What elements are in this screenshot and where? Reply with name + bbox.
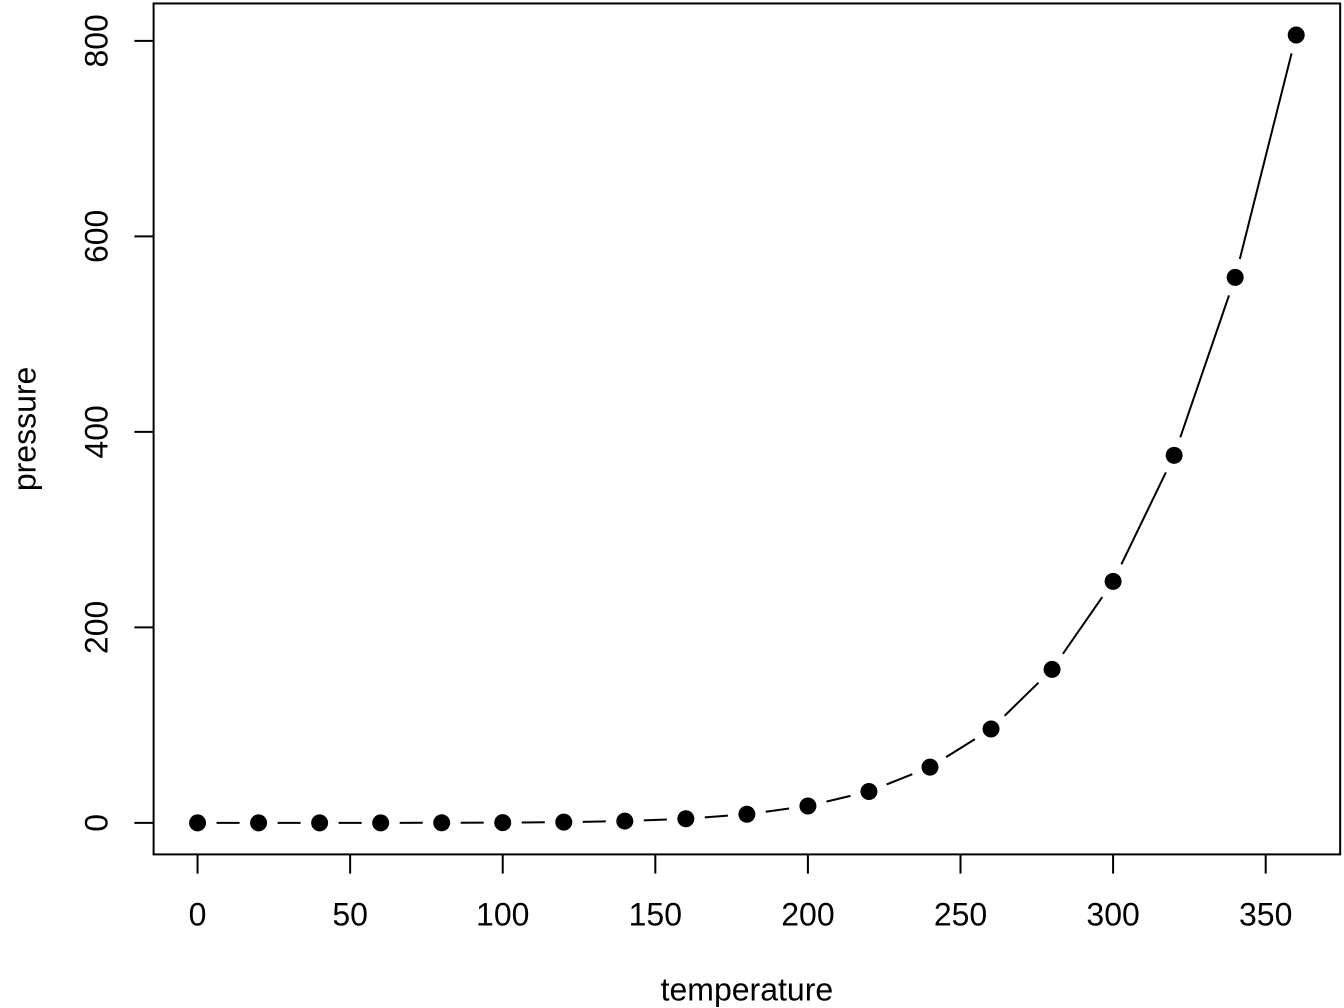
svg-text:350: 350 (1239, 896, 1292, 932)
svg-text:800: 800 (79, 14, 115, 67)
svg-text:temperature: temperature (661, 972, 834, 1008)
svg-text:200: 200 (781, 896, 834, 932)
svg-text:0: 0 (189, 896, 207, 932)
svg-text:250: 250 (934, 896, 987, 932)
svg-text:600: 600 (79, 210, 115, 263)
svg-text:300: 300 (1086, 896, 1139, 932)
svg-text:pressure: pressure (7, 367, 43, 492)
svg-text:400: 400 (79, 405, 115, 458)
svg-text:100: 100 (476, 896, 529, 932)
svg-text:150: 150 (629, 896, 682, 932)
svg-text:200: 200 (79, 601, 115, 654)
svg-text:0: 0 (79, 814, 115, 832)
svg-text:50: 50 (332, 896, 368, 932)
